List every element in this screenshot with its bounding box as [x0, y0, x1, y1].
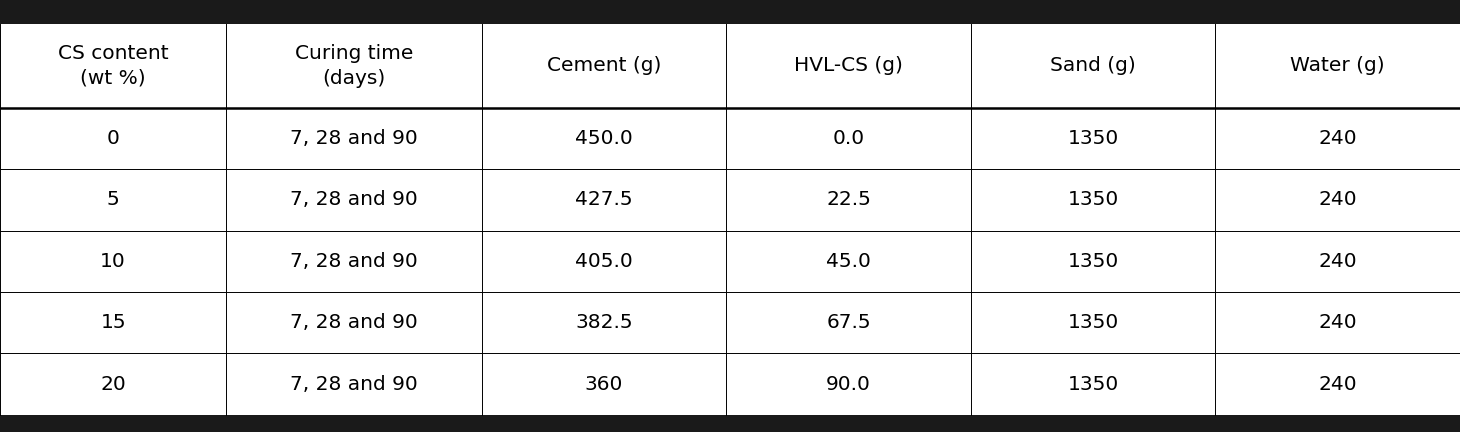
Text: 15: 15 — [101, 313, 126, 332]
Text: 240: 240 — [1318, 191, 1356, 210]
Text: 1350: 1350 — [1067, 375, 1118, 394]
Text: CS content
(wt %): CS content (wt %) — [58, 44, 168, 88]
Text: 1350: 1350 — [1067, 191, 1118, 210]
Text: 7, 28 and 90: 7, 28 and 90 — [291, 129, 418, 148]
Text: 7, 28 and 90: 7, 28 and 90 — [291, 252, 418, 271]
Text: Curing time
(days): Curing time (days) — [295, 44, 413, 88]
Text: 7, 28 and 90: 7, 28 and 90 — [291, 191, 418, 210]
Text: 90.0: 90.0 — [826, 375, 872, 394]
Text: 0.0: 0.0 — [832, 129, 864, 148]
Text: Cement (g): Cement (g) — [548, 56, 661, 75]
Text: 240: 240 — [1318, 375, 1356, 394]
Text: HVL-CS (g): HVL-CS (g) — [794, 56, 904, 75]
Text: 10: 10 — [101, 252, 126, 271]
Text: 427.5: 427.5 — [575, 191, 632, 210]
Text: 22.5: 22.5 — [826, 191, 872, 210]
Text: Water (g): Water (g) — [1291, 56, 1386, 75]
Text: 1350: 1350 — [1067, 313, 1118, 332]
Text: 1350: 1350 — [1067, 252, 1118, 271]
Bar — [0, 0, 1460, 24]
Text: 240: 240 — [1318, 313, 1356, 332]
Text: 1350: 1350 — [1067, 129, 1118, 148]
Text: Sand (g): Sand (g) — [1050, 56, 1136, 75]
Text: 360: 360 — [585, 375, 623, 394]
Text: 7, 28 and 90: 7, 28 and 90 — [291, 313, 418, 332]
Bar — [0, 415, 1460, 432]
Text: 5: 5 — [107, 191, 120, 210]
Text: 67.5: 67.5 — [826, 313, 872, 332]
Text: 405.0: 405.0 — [575, 252, 634, 271]
Text: 240: 240 — [1318, 252, 1356, 271]
Text: 20: 20 — [101, 375, 126, 394]
Text: 450.0: 450.0 — [575, 129, 634, 148]
Text: 45.0: 45.0 — [826, 252, 872, 271]
Text: 0: 0 — [107, 129, 120, 148]
Text: 382.5: 382.5 — [575, 313, 632, 332]
Text: 240: 240 — [1318, 129, 1356, 148]
Text: 7, 28 and 90: 7, 28 and 90 — [291, 375, 418, 394]
